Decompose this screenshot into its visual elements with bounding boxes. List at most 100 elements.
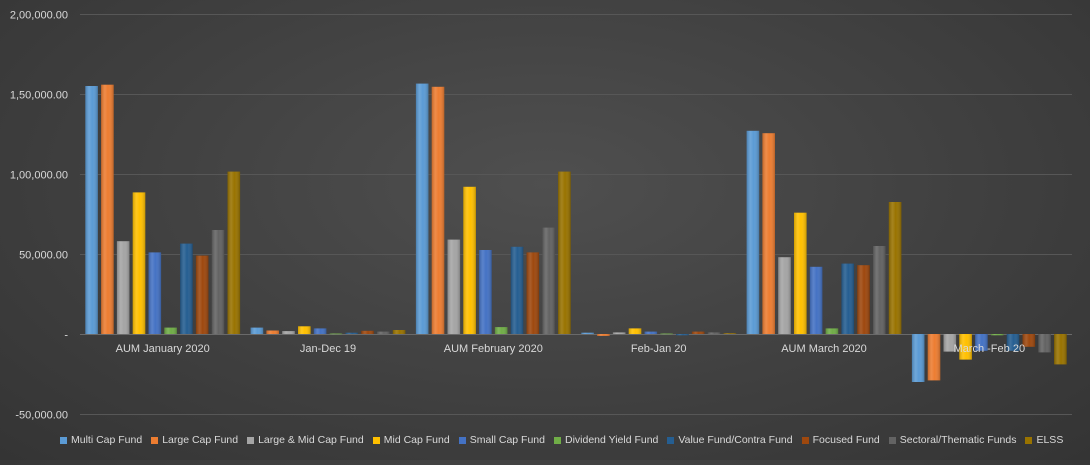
x-axis-category-labels: AUM January 2020 Jan-Dec 19 AUM February 2… [116,343,1025,355]
bar [116,241,130,334]
bar [959,334,972,360]
legend-item: Value Fund/Contra Fund [667,434,793,446]
bar-shading [195,255,209,334]
bar [415,83,429,334]
y-tick-label: 1,50,000.00 [10,90,68,102]
legend-label: Multi Cap Fund [71,434,143,446]
bar [329,333,343,335]
bar-shading [392,330,406,334]
bar [628,328,642,334]
bar [612,332,626,334]
legend-item: Sectoral/Thematic Funds [888,434,1017,446]
x-category-label: AUM January 2020 [116,343,210,355]
bar-shading [707,332,721,334]
bar-shading [510,246,524,334]
bar-shading [431,86,445,334]
bar-shading [463,186,476,334]
legend-swatch [372,436,380,444]
bar-shading [282,331,295,334]
bar [211,230,225,334]
bar [746,130,760,334]
bar [990,334,1004,336]
bar-shading [227,171,241,334]
bar-shading [873,246,886,334]
x-category-label: March -Feb 20 [954,343,1026,355]
bar [298,326,311,334]
bar-shading [660,333,673,335]
legend-label: Value Fund/Contra Fund [678,434,793,446]
bar-shading [558,171,571,334]
bar [195,255,209,334]
bar-shading [85,86,98,334]
bar [463,186,476,334]
bar-shading [959,334,972,360]
legend-item: Mid Cap Fund [372,434,450,446]
bar [943,334,957,352]
legend-label: Small Cap Fund [469,434,545,446]
bar-shading [676,334,689,336]
bar-shading [377,331,390,334]
bar [345,332,358,334]
bar [313,328,327,334]
bar-shading [494,327,508,334]
legend-swatch [1025,436,1033,444]
y-axis-tick-labels: -50,000.00-50,000.001,00,000.001,50,000.… [10,10,68,422]
bar-shading [298,326,311,334]
bar [1022,334,1036,347]
bar-shading [943,334,957,352]
bar [660,333,673,335]
bar-shading [526,252,540,334]
legend-label: ELSS [1036,434,1064,446]
legend-label: Large Cap Fund [162,434,239,446]
bar-shading [644,331,658,334]
bar-shading [581,332,594,334]
bar-shading [857,265,870,334]
legend-item: Multi Cap Fund [60,434,142,446]
bar-shading [148,252,162,334]
bar [1054,334,1067,365]
bar [975,334,988,351]
bar-shading [794,212,807,334]
bar-shading [329,333,343,335]
x-category-label: Feb-Jan 20 [631,343,687,355]
bar [282,331,295,334]
bar [542,227,555,334]
bar [85,86,98,334]
legend-item: Dividend Yield Fund [554,434,658,446]
legend-swatch [247,436,255,444]
bars [85,83,1067,382]
y-tick-label: - [64,330,68,342]
bar [392,330,406,334]
legend: Multi Cap Fund Large Cap Fund Large & Mid … [60,432,1080,448]
legend-swatch [888,436,896,444]
bar [691,331,705,334]
bar [723,333,737,334]
legend-label: Sectoral/Thematic Funds [899,434,1017,446]
bar-shading [597,334,610,336]
bar [841,263,854,334]
bar-shading [164,327,177,334]
bar [873,246,886,334]
bar-shading [447,239,461,334]
legend-swatch [60,436,67,444]
legend-item: ELSS [1025,434,1063,446]
bar-shading [691,331,705,334]
bar-shading [888,202,902,334]
legend-label: Large & Mid Cap Fund [258,434,364,446]
bar [494,327,508,334]
legend-swatch [458,436,466,444]
gridlines [80,14,1072,415]
bar-shading [1054,334,1067,365]
bar [447,239,461,334]
x-category-label: Jan-Dec 19 [300,343,356,355]
bar [266,330,279,334]
bar [888,202,902,334]
bar-shading [250,327,264,334]
bar-shading [542,227,555,334]
bar-shading [975,334,988,351]
bar-shading [1022,334,1036,347]
bar-shading [612,332,626,334]
bar [927,334,941,381]
bar-shading [211,230,225,334]
